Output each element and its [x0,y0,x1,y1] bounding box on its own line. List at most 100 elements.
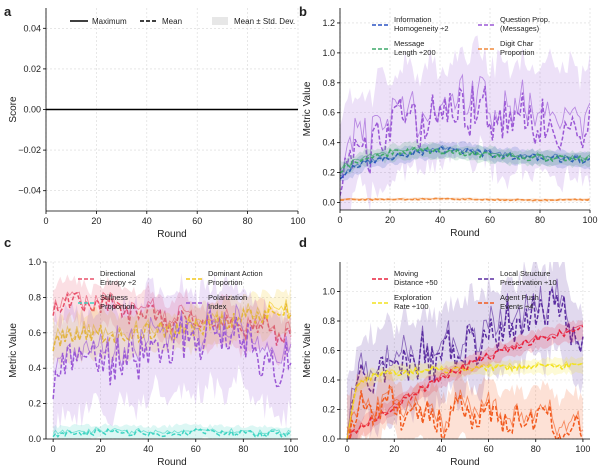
y-tick-label: 0.6 [28,328,41,338]
y-tick-label: 0.8 [28,292,41,302]
x-tick-label: 80 [243,216,253,226]
legend-label: Agent Push [500,293,539,302]
std-band [347,319,583,439]
panel-b: b 0 20 40 60 80 100 0.0 0.2 0.4 0.6 0.8 1.0 1.2 Round M… [299,4,598,239]
x-tick-label: 40 [435,215,445,225]
legend-label: Question Prop. [500,15,550,24]
y-tick-label: 1.0 [28,257,41,267]
legend-label: Stillness [100,293,128,302]
x-axis-label: Round [157,229,186,240]
legend-label: Events ÷4 [500,302,533,311]
y-axis-label: Metric Value [302,323,313,378]
x-tick-label: 0 [337,215,342,225]
x-tick-label: 0 [345,444,350,454]
x-axis-label: Round [450,228,479,239]
x-tick-label: 0 [43,216,48,226]
std-band [347,365,583,439]
legend-label: Directional [100,269,136,278]
legend-label: Preservation ÷10 [500,278,557,287]
panel-a: a 0 20 40 60 80 100 −0.04 −0.02 0.00 0.02 0.04 Round… [4,4,306,240]
panel-letter: c [4,235,11,250]
legend-label: Information [394,15,432,24]
y-axis-label: Score [8,96,19,123]
legend-label: Rate ÷100 [394,302,429,311]
x-tick-label: 60 [192,216,202,226]
panel-letter: a [4,4,12,19]
x-axis-label: Round [450,457,479,466]
legend-label: Index [208,302,227,311]
mean-line [346,360,584,439]
panel-letter: b [299,4,307,19]
y-tick-label: 0.6 [322,108,335,118]
mean-line [340,85,590,196]
legend-label: Exploration [394,293,432,302]
legend-label: Local Structure [500,269,550,278]
std-band [340,140,590,179]
mean-line [340,197,590,202]
max-line [340,146,590,171]
y-axis-label: Metric Value [8,323,19,378]
legend-label: Entropy ÷2 [100,278,136,287]
x-tick-label: 80 [531,444,541,454]
x-tick-label: 80 [535,215,545,225]
y-tick-label: 0.0 [322,198,335,208]
legend-label: (Messages) [500,24,540,33]
legend-label: Dominant Action [208,269,263,278]
max-line [53,302,292,373]
y-tick-label: −0.02 [18,145,41,155]
plot-area [340,35,590,210]
x-tick-label: 100 [290,216,305,226]
x-tick-label: 60 [191,444,201,454]
y-tick-label: 1.2 [322,18,335,28]
legend-label: Mean [162,17,182,26]
x-tick-label: 100 [283,444,298,454]
legend-label: Moving [394,269,418,278]
x-tick-label: 60 [484,444,494,454]
mean-line [348,384,584,439]
std-band [53,272,291,438]
std-band [53,423,291,439]
y-tick-label: 0.2 [322,405,335,415]
x-tick-label: 40 [143,444,153,454]
y-tick-label: 0.0 [28,434,41,444]
plot-area [346,262,584,439]
x-tick-label: 100 [575,444,590,454]
y-tick-label: 0.2 [28,399,41,409]
std-band [53,286,291,367]
x-tick-label: 20 [96,444,106,454]
x-axis-label: Round [157,457,186,466]
legend-label: Proportion [208,278,243,287]
mean-line [52,303,292,352]
y-tick-label: 1.0 [322,287,335,297]
x-tick-label: 20 [385,215,395,225]
y-tick-label: 0.4 [322,375,335,385]
x-tick-label: 40 [142,216,152,226]
mean-line [52,428,292,438]
mean-line [52,308,292,399]
legend-label: Length ÷200 [394,48,436,57]
y-tick-label: −0.04 [18,186,41,196]
legend-label: Message [394,39,424,48]
x-tick-label: 0 [51,444,56,454]
y-tick-label: 0.2 [322,168,335,178]
y-tick-label: 0.4 [28,363,41,373]
y-tick-label: 0.4 [322,138,335,148]
legend-label: Proportion [100,302,135,311]
x-tick-label: 60 [485,215,495,225]
panel-c: c 0 20 40 60 80 100 0.0 0.2 0.4 0.6 0.8 1.0 Round Metr… [4,235,298,466]
y-tick-label: 0.00 [23,105,41,115]
x-tick-label: 20 [91,216,101,226]
panel-d: d 0 20 40 60 80 100 0.0 0.2 0.4 0.6 0.8 1.0 Round Metr… [299,235,590,466]
legend-label: Homogeneity ÷2 [394,24,449,33]
legend-label: Proportion [500,48,535,57]
y-axis-label: Metric Value [302,81,313,136]
std-band [340,35,590,210]
legend-label: Polarization [208,293,247,302]
std-band [347,356,583,439]
y-tick-label: 0.8 [322,78,335,88]
x-tick-label: 20 [389,444,399,454]
y-tick-label: 0.6 [322,346,335,356]
legend-label: Maximum [92,17,127,26]
y-tick-label: 0.02 [23,64,41,74]
